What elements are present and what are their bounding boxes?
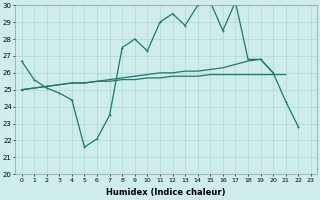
X-axis label: Humidex (Indice chaleur): Humidex (Indice chaleur)	[107, 188, 226, 197]
